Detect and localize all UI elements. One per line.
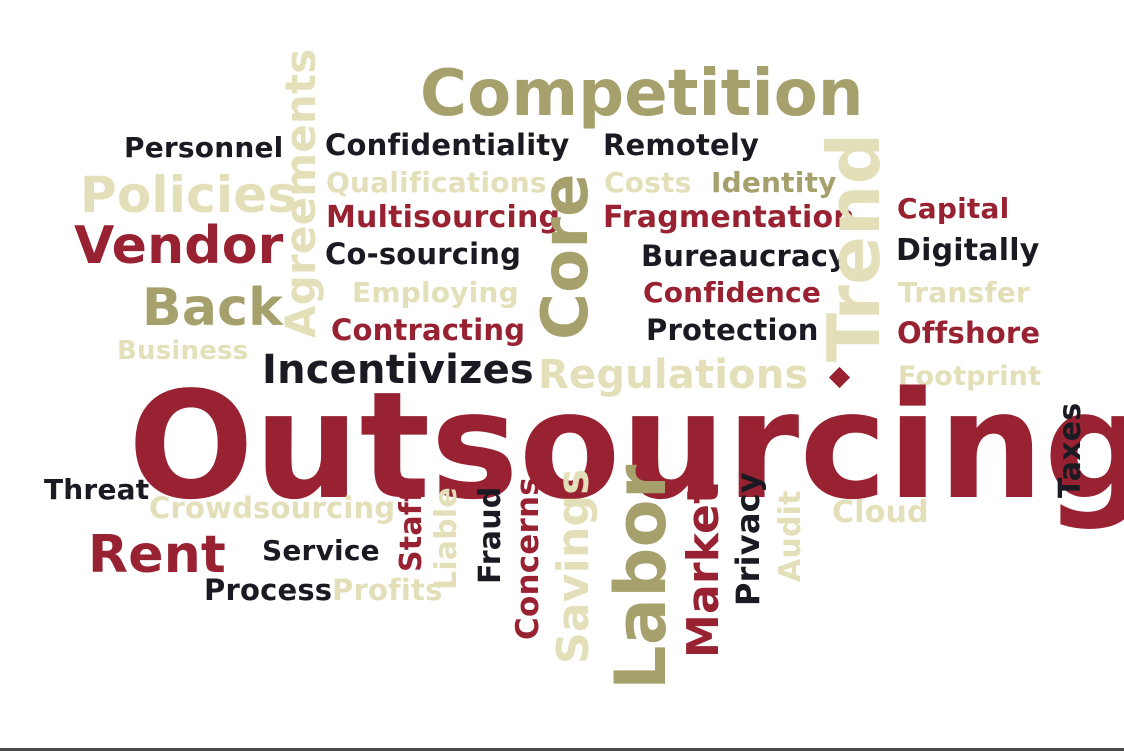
word-policies: Policies bbox=[80, 166, 298, 224]
word-service: Service bbox=[262, 534, 380, 567]
word-market: Market bbox=[678, 482, 729, 658]
word-identity: Identity bbox=[711, 166, 837, 199]
word-taxes: Taxes bbox=[1053, 402, 1088, 498]
word-outsourcing: Outsourcing bbox=[128, 360, 1124, 532]
word-costs: Costs bbox=[604, 166, 692, 199]
word-audit: Audit bbox=[773, 490, 808, 582]
word-profits: Profits bbox=[332, 573, 443, 607]
word-confidence: Confidence bbox=[643, 276, 822, 309]
word-capital: Capital bbox=[897, 192, 1010, 225]
word-offshore: Offshore bbox=[897, 316, 1041, 350]
word-incentivizes: Incentivizes bbox=[262, 347, 534, 393]
word-rent: Rent bbox=[88, 525, 226, 585]
word-remotely: Remotely bbox=[603, 128, 760, 162]
word-labor: Labor bbox=[600, 464, 682, 690]
word-threat: Threat bbox=[44, 473, 150, 506]
word-privacy: Privacy bbox=[729, 472, 767, 606]
bottom-border bbox=[0, 748, 1124, 751]
word-regulations: Regulations bbox=[538, 352, 809, 398]
word-qualifications: Qualifications bbox=[326, 166, 547, 199]
word-multisourcing: Multisourcing bbox=[326, 200, 561, 235]
word-digitally: Digitally bbox=[896, 233, 1040, 268]
word-savings: Savings bbox=[548, 468, 599, 664]
word-process: Process bbox=[204, 573, 333, 607]
word-core: Core bbox=[529, 173, 603, 340]
word-liable: Liable bbox=[429, 487, 464, 590]
word-back: Back bbox=[142, 278, 283, 338]
word-employing: Employing bbox=[352, 276, 519, 309]
word-fraud: Fraud bbox=[473, 486, 508, 584]
word-co-sourcing: Co-sourcing bbox=[325, 237, 522, 271]
word-competition: Competition bbox=[420, 57, 864, 131]
word-staff: Staff bbox=[394, 488, 429, 572]
word-trend: Trend bbox=[812, 132, 896, 362]
word-vendor: Vendor bbox=[74, 216, 284, 276]
word-fragmentation: Fragmentation bbox=[603, 200, 855, 235]
word-confidentiality: Confidentiality bbox=[325, 128, 570, 162]
word-concerns: Concerns bbox=[510, 477, 546, 640]
word-personnel: Personnel bbox=[124, 131, 284, 164]
word-transfer: Transfer bbox=[898, 276, 1030, 309]
word-crowdsourcing: Crowdsourcing bbox=[149, 491, 396, 525]
word-cloud: Cloud bbox=[832, 495, 929, 530]
word-business: Business bbox=[117, 336, 249, 366]
word-bureaucracy: Bureaucracy bbox=[641, 239, 848, 273]
word-contracting: Contracting bbox=[331, 313, 526, 347]
word-protection: Protection bbox=[646, 313, 819, 347]
word-agreements: Agreements bbox=[276, 48, 325, 338]
word-footprint: Footprint bbox=[898, 361, 1042, 392]
